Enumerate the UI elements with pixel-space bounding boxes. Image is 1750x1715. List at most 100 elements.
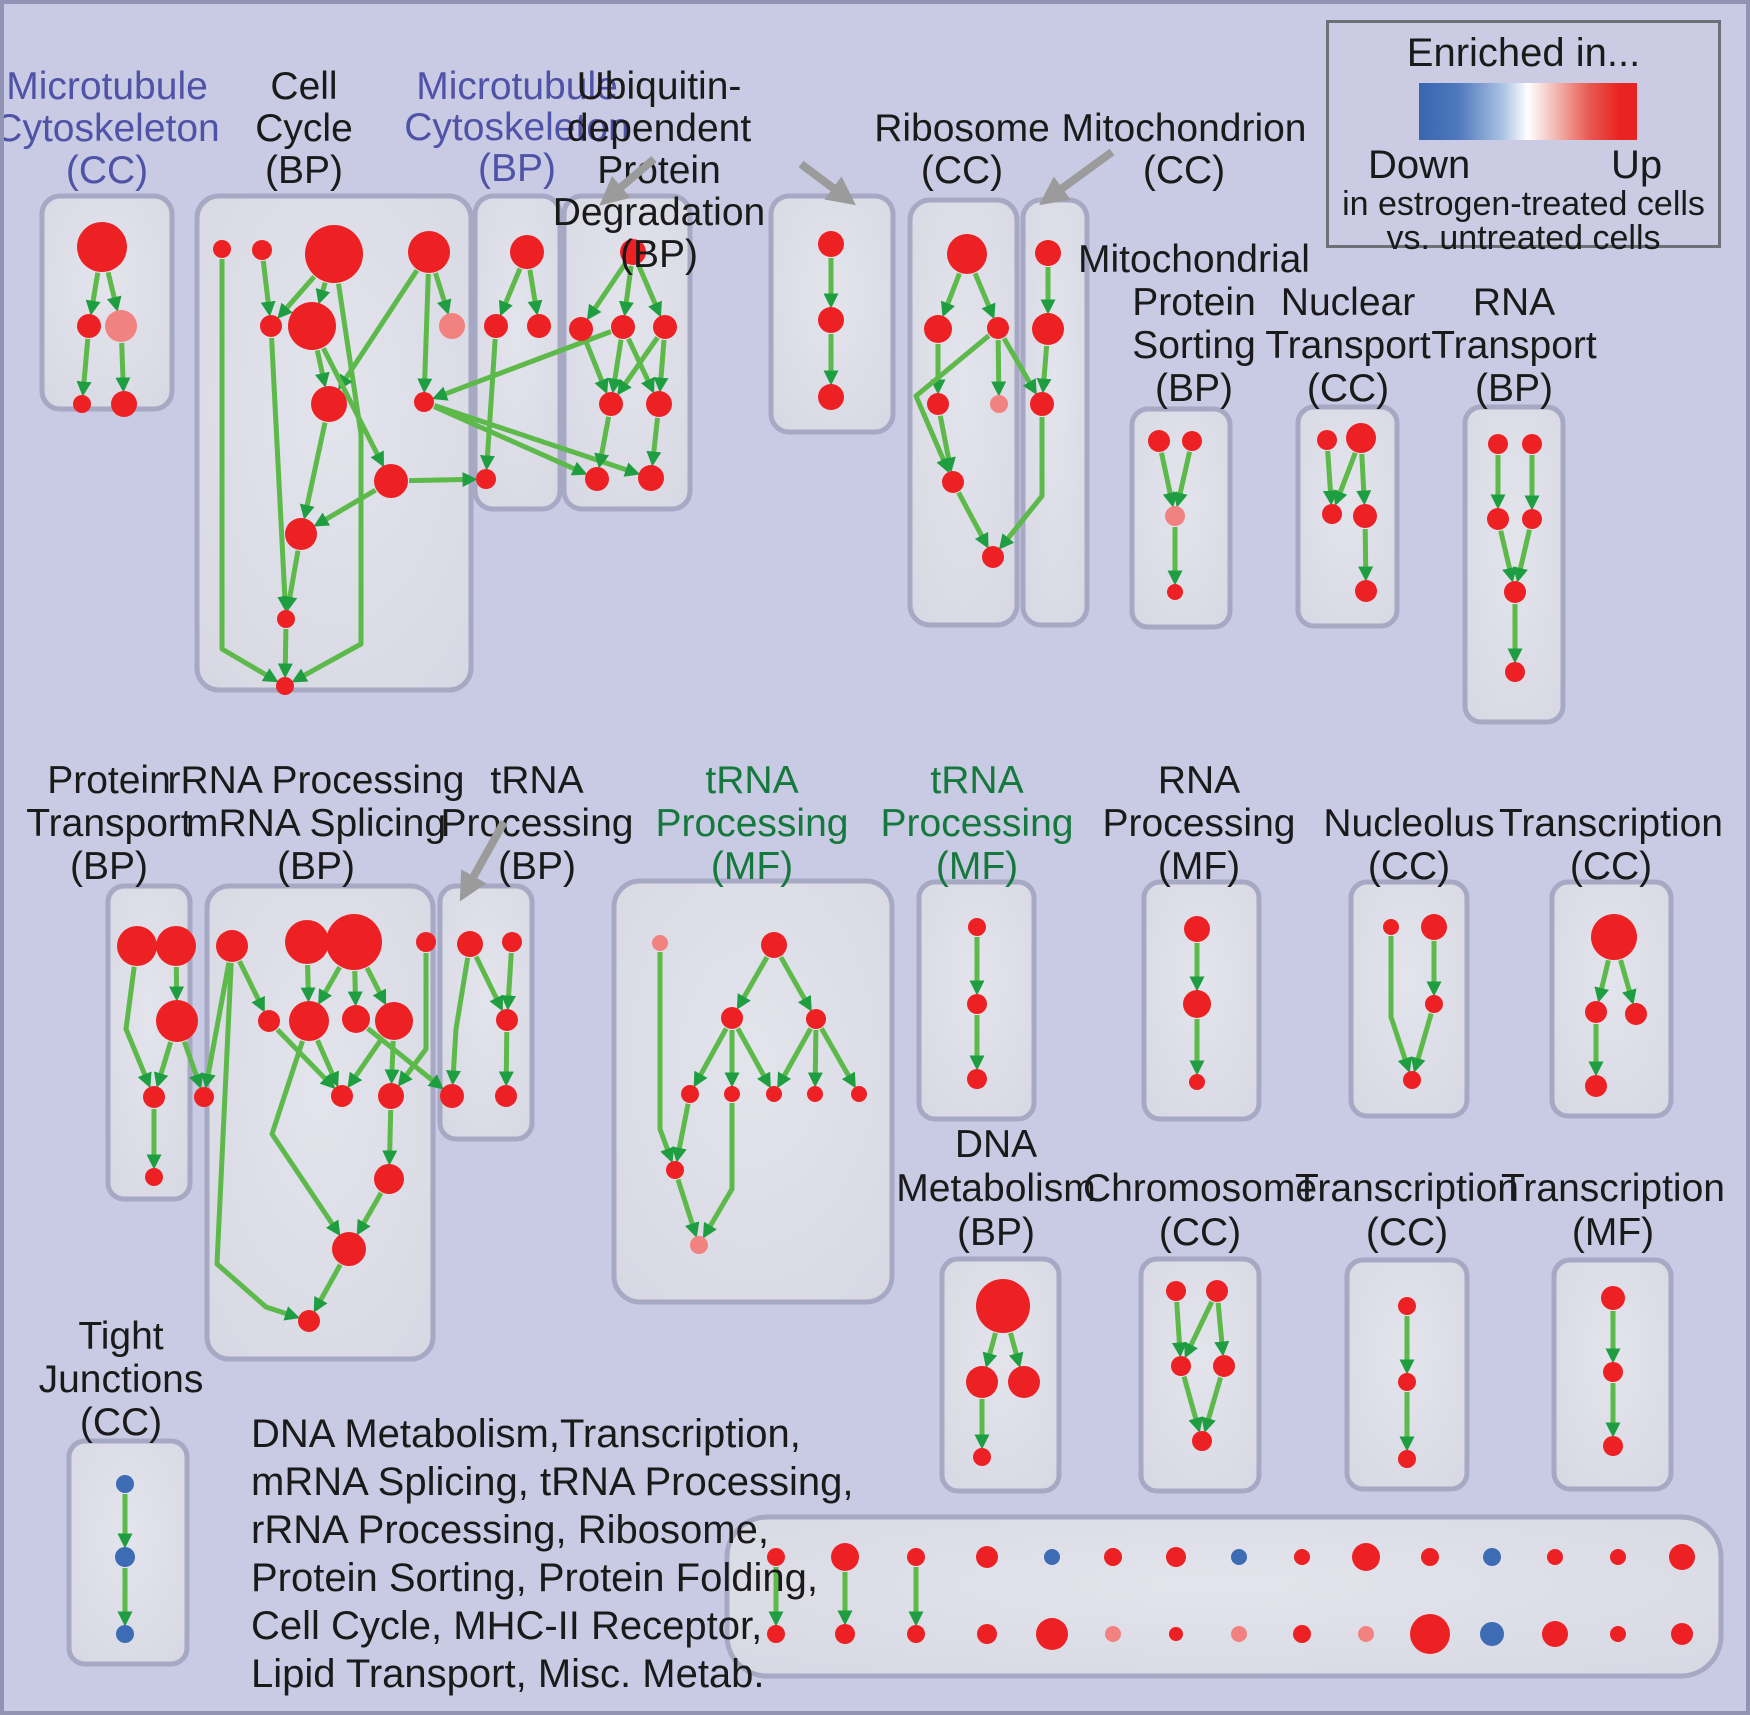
edge-ccc-ccm xyxy=(291,283,364,683)
edge-uam2-cci xyxy=(431,329,612,401)
edge-rrm1-rrlo1 xyxy=(275,1027,336,1090)
go-node-w4a xyxy=(976,1546,998,1568)
go-node-uab2 xyxy=(638,465,664,491)
go-node-w3b xyxy=(907,1625,925,1643)
go-node-rt2 xyxy=(1522,434,1542,454)
edge-rrlow-rrmg xyxy=(356,1191,384,1236)
cluster-label-cellcycle-line0: Cell xyxy=(270,65,337,108)
go-node-tmr3 xyxy=(766,1086,782,1102)
edge-cck-ccl xyxy=(282,550,301,612)
cluster-label-transmf-line1: (MF) xyxy=(1572,1211,1654,1254)
go-node-w14b xyxy=(1610,1626,1626,1642)
go-node-mc2 xyxy=(77,314,101,338)
cluster-label-mtcc-line1: Cytoskeleton xyxy=(4,107,220,150)
go-node-w8b xyxy=(1231,1626,1247,1642)
edge-tmt-tmm2 xyxy=(778,955,812,1012)
edge-tmm2-tmr4 xyxy=(807,1029,823,1088)
edge-rrt3-rrm3 xyxy=(347,970,363,1007)
edge-tmm2-tmr3 xyxy=(777,1027,813,1089)
edge-ual1-uab1 xyxy=(594,416,612,469)
edge-nt4-nt5 xyxy=(1358,528,1374,582)
edge-rb1-rb2 xyxy=(940,272,962,318)
go-node-rp1 xyxy=(1184,916,1210,942)
edge-cch-cck xyxy=(299,422,328,520)
cluster-label-mtcc-line2: (CC) xyxy=(66,149,148,192)
edge-rrt1-rrbt xyxy=(214,962,300,1321)
go-node-rt5 xyxy=(1504,581,1526,603)
edge-ch2-ch4 xyxy=(1214,1302,1230,1357)
cluster-label-nucleolus-line1: (CC) xyxy=(1368,845,1450,888)
edge-dm1-dm3 xyxy=(1008,1332,1024,1369)
edge-tmr1-tmlo xyxy=(672,1103,691,1163)
go-node-ch4 xyxy=(1213,1355,1235,1377)
go-node-rb6 xyxy=(942,471,964,493)
go-node-mt2 xyxy=(1032,313,1064,345)
label-pointer-arrow-2 xyxy=(1039,148,1115,206)
go-node-rb4 xyxy=(927,393,949,415)
go-node-mc3 xyxy=(105,310,137,342)
edge-ual2-uab2 xyxy=(646,417,662,467)
go-node-ccm xyxy=(276,677,294,695)
edge-rrlo2-rrlow xyxy=(382,1109,398,1166)
go-node-mt3 xyxy=(1030,392,1054,416)
note-line-1: mRNA Splicing, tRNA Processing, xyxy=(251,1460,853,1504)
go-node-nt4 xyxy=(1353,504,1377,528)
cluster-label-trnamf1-line2: (MF) xyxy=(711,845,793,888)
cluster-label-chromo-line1: (CC) xyxy=(1159,1211,1241,1254)
cluster-box-dnamet xyxy=(939,1256,1062,1494)
cluster-label-transccm-line0: Transcription xyxy=(1499,802,1723,845)
go-node-dm1 xyxy=(976,1279,1030,1333)
cluster-label-mito-line0: Mitochondrion xyxy=(1062,107,1307,150)
go-node-tj1 xyxy=(116,1475,134,1493)
go-node-w10b xyxy=(1358,1626,1374,1642)
go-node-uam1 xyxy=(569,317,593,341)
go-node-w7b xyxy=(1169,1627,1183,1641)
edge-ccd-cch xyxy=(338,269,419,391)
edge-rrmg-rrbt xyxy=(313,1263,343,1313)
edge-nu1-nu4 xyxy=(1388,936,1413,1073)
cluster-label-chromo-line0: Chromosome xyxy=(1083,1167,1317,1210)
cluster-label-nucleolus-line0: Nucleolus xyxy=(1323,802,1494,845)
cluster-label-trnamf1-line1: Processing xyxy=(656,802,849,845)
cluster-box-wide xyxy=(724,1514,1724,1679)
cluster-label-ubiq-line0: Ubiquitin- xyxy=(577,65,742,108)
go-node-tmr2 xyxy=(724,1086,740,1102)
go-node-tmlo xyxy=(666,1161,684,1179)
go-node-w6a xyxy=(1104,1548,1122,1566)
go-node-w12b xyxy=(1480,1622,1504,1646)
go-node-rrm3 xyxy=(342,1005,370,1033)
go-node-cca xyxy=(213,240,231,258)
edge-mt2-mt3 xyxy=(1036,345,1052,394)
edge-rb6-rb7 xyxy=(956,491,989,549)
edge-ch3-ch5 xyxy=(1181,1375,1203,1433)
edge-mc2-mc4 xyxy=(76,338,92,397)
note-line-2: rRNA Processing, Ribosome, xyxy=(251,1508,769,1552)
cluster-label-ubiq-line1: dependent xyxy=(567,107,752,150)
go-node-nu1 xyxy=(1383,919,1399,935)
cluster-label-dnamet-line0: DNA xyxy=(955,1123,1037,1166)
go-enrichment-network: MicrotubuleCytoskeleton(CC)CellCycle(BP)… xyxy=(4,65,1725,1696)
edge-cce-ccl xyxy=(269,337,293,612)
edge-nt2-nt3 xyxy=(1333,452,1358,507)
go-node-ch1 xyxy=(1166,1281,1186,1301)
edge-uam2-ual2 xyxy=(626,337,655,394)
edge-mc3-mc5 xyxy=(115,342,131,393)
edge-rrt1-rrm1 xyxy=(237,960,265,1013)
go-node-cck xyxy=(285,518,317,550)
go-node-tb1 xyxy=(457,931,483,957)
go-node-ts3 xyxy=(967,1069,987,1089)
cluster-label-trnabp-line0: tRNA xyxy=(490,759,583,802)
edge-mb2-mb4 xyxy=(480,338,498,471)
go-node-rb1 xyxy=(947,234,987,274)
legend-gradient-bar xyxy=(1419,83,1637,140)
go-node-tmr5 xyxy=(851,1086,867,1102)
edge-pt3-pt4 xyxy=(153,1041,173,1088)
cluster-label-prottrans-line2: (BP) xyxy=(70,845,148,888)
go-node-tb3 xyxy=(496,1009,518,1031)
go-node-dm4 xyxy=(973,1448,991,1466)
go-node-tmr4 xyxy=(807,1086,823,1102)
go-node-cch xyxy=(311,386,347,422)
cluster-label-cellcycle-line1: Cycle xyxy=(255,107,353,150)
edge-rrt2-rrm2 xyxy=(300,964,316,1003)
cluster-label-transmf-line0: Transcription xyxy=(1501,1167,1725,1210)
